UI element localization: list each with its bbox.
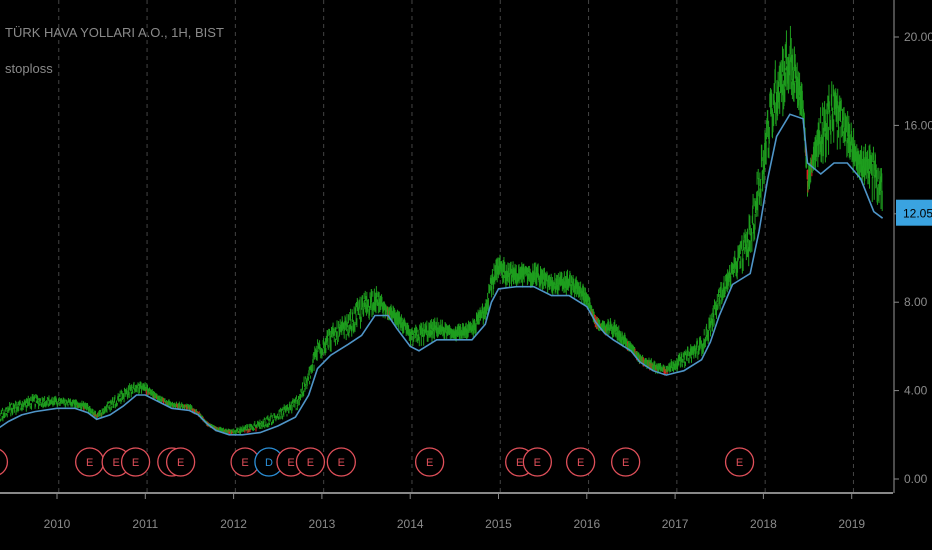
earnings-event-marker bbox=[522, 447, 553, 477]
y-tick-label: 16.00 bbox=[904, 118, 932, 132]
earnings-event-label: E bbox=[132, 457, 139, 469]
stoploss-line bbox=[0, 113, 884, 436]
dividend-event-label: D bbox=[265, 457, 273, 469]
last-price-badge bbox=[896, 199, 932, 226]
y-tick-label: 20.00 bbox=[904, 30, 932, 44]
stoploss-line-group bbox=[0, 113, 884, 436]
x-tick-label: 2015 bbox=[485, 517, 512, 531]
price-candles bbox=[0, 25, 883, 435]
earnings-event-label: E bbox=[622, 457, 629, 469]
last-price-badge-group: 12.05 bbox=[896, 199, 932, 226]
y-tick-label: 8.00 bbox=[904, 295, 928, 309]
x-tick-label: 2013 bbox=[309, 517, 336, 531]
earnings-event-marker bbox=[611, 447, 641, 477]
earnings-event-label: E bbox=[112, 457, 119, 469]
earnings-event-label: E bbox=[516, 457, 523, 469]
earnings-event-label: E bbox=[177, 457, 184, 469]
earnings-event-label: E bbox=[307, 457, 314, 469]
earnings-event-label: E bbox=[338, 457, 345, 469]
y-tick-label: 4.00 bbox=[904, 384, 928, 398]
earnings-event-marker bbox=[326, 447, 356, 477]
event-markers: EEEEEEEEEDEEEEEEEEE bbox=[0, 447, 755, 477]
x-axis: 2010 2011 2012 2013 2014 2015 2016 2017 2018 2019 bbox=[0, 492, 893, 531]
last-price-value: 12.05 bbox=[903, 207, 932, 221]
x-tick-label: 2016 bbox=[573, 517, 600, 531]
earnings-event-marker bbox=[295, 447, 326, 477]
earnings-event-marker bbox=[724, 447, 755, 477]
earnings-event-label: E bbox=[426, 457, 433, 469]
x-tick-label: 2012 bbox=[220, 517, 247, 531]
earnings-event-label: E bbox=[534, 457, 541, 469]
earnings-event-marker bbox=[120, 447, 151, 477]
earnings-event-marker bbox=[0, 448, 9, 476]
earnings-event-label: E bbox=[287, 457, 294, 469]
indicator-label[interactable]: stoploss bbox=[5, 61, 53, 76]
x-tick-label: 2010 bbox=[44, 517, 71, 531]
x-tick-label: 2018 bbox=[750, 517, 777, 531]
grid-lines bbox=[58, 0, 854, 493]
earnings-event-marker bbox=[414, 447, 445, 477]
earnings-event-marker bbox=[165, 447, 196, 477]
earnings-event-marker bbox=[565, 447, 596, 477]
x-tick-label: 2014 bbox=[397, 517, 424, 531]
y-tick-label: 0.00 bbox=[904, 472, 928, 486]
earnings-event-label: E bbox=[241, 457, 248, 469]
x-tick-label: 2019 bbox=[838, 517, 865, 531]
symbol-title[interactable]: TÜRK HAVA YOLLARI A.O., 1H, BIST bbox=[5, 25, 224, 40]
earnings-event-label: E bbox=[86, 457, 93, 469]
earnings-event-label: E bbox=[736, 457, 743, 469]
x-tick-label: 2017 bbox=[662, 517, 689, 531]
earnings-event-label: E bbox=[577, 457, 584, 469]
x-tick-label: 2011 bbox=[132, 517, 158, 531]
